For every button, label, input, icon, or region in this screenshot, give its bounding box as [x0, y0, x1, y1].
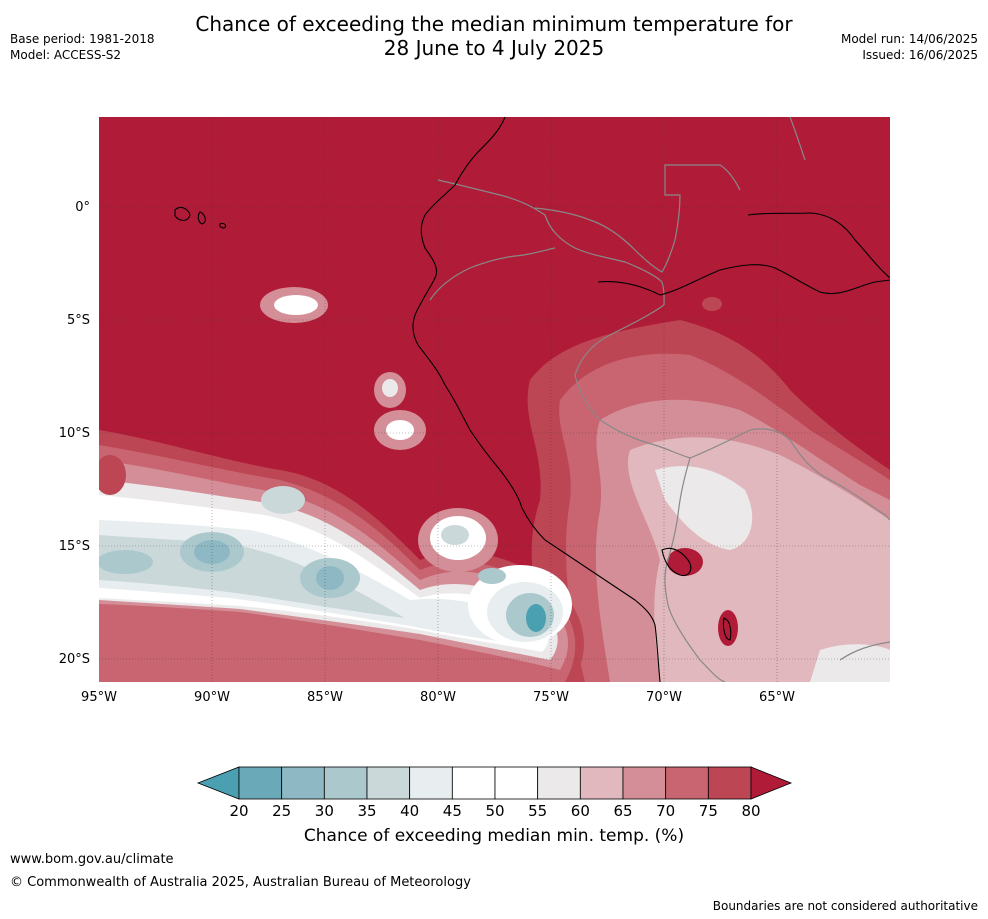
colorbar-cells	[238, 766, 752, 800]
colorbar-title: Chance of exceeding median min. temp. (%…	[303, 826, 685, 846]
blob-79w-35	[441, 525, 469, 545]
meta-right: Model run: 14/06/2025 Issued: 16/06/2025	[841, 31, 978, 63]
lon-label: 90°W	[194, 690, 230, 705]
lon-label: 75°W	[533, 690, 569, 705]
colorbar-cell	[494, 766, 539, 800]
border-bolivia-brazil	[689, 428, 890, 521]
colorbar-cell	[707, 766, 752, 800]
colorbar-cell	[409, 766, 453, 800]
cool-spot-84w-inner	[316, 566, 344, 590]
colorbar-cell	[323, 766, 368, 800]
lat-label: 20°S	[59, 652, 90, 667]
map-title: Chance of exceeding the median minimum t…	[0, 12, 988, 60]
coast-north	[747, 212, 890, 279]
colorbar-tick-label: 25	[272, 802, 291, 820]
blob-82w-8s-in	[382, 379, 398, 397]
colorbar-tick-label: 60	[571, 802, 590, 820]
colorbar-cell	[281, 766, 325, 800]
colorbar-cell	[238, 766, 283, 800]
colorbar-tick-label: 30	[315, 802, 334, 820]
blob-95w-13s	[99, 455, 126, 495]
lake-titicaca	[661, 547, 692, 577]
lon-label: 70°W	[646, 690, 682, 705]
country-borders	[429, 117, 890, 682]
colorbar-tick-label: 45	[443, 802, 462, 820]
colorbar-tick-label: 70	[656, 802, 675, 820]
colorbar-tick-label: 80	[741, 802, 760, 820]
model-run: Model run: 14/06/2025	[840, 32, 978, 46]
lon-label: 80°W	[420, 690, 456, 705]
lat-label: 10°S	[59, 426, 90, 441]
lon-label: 85°W	[307, 690, 343, 705]
galapagos-2	[197, 211, 206, 225]
coast-amazon	[597, 264, 890, 296]
model-name: Model: ACCESS-S2	[10, 48, 122, 62]
colorbar: 20 25 30 35 40 45 50 55 60 65 70 75 80	[196, 766, 793, 820]
blob-82w-10s-in	[386, 420, 414, 440]
colorbar-cell	[366, 766, 411, 800]
galapagos-1	[174, 206, 191, 221]
lake-poopo	[722, 617, 732, 641]
border-venezuela-guyana	[789, 117, 806, 161]
colorbar-tick-label: 75	[699, 802, 718, 820]
lat-label: 15°S	[59, 539, 90, 554]
cool-spot-95w	[99, 550, 153, 574]
border-peru-brazil	[574, 304, 691, 459]
map-plot-area	[99, 117, 890, 682]
blob-68w-4s	[702, 297, 722, 311]
colorbar-under-arrow	[196, 766, 240, 800]
lat-label: 5°S	[67, 313, 90, 328]
border-ecuador-peru	[429, 247, 556, 301]
title-line-1: Chance of exceeding the median minimum t…	[195, 12, 793, 36]
blob-71w-18s	[624, 620, 648, 636]
blob-75w-20	[526, 604, 546, 632]
blob-77w	[478, 568, 506, 584]
lon-label: 65°W	[759, 690, 795, 705]
lon-label: 95°W	[81, 690, 117, 705]
colorbar-tick-label: 20	[229, 802, 248, 820]
colorbar-tick-label: 65	[613, 802, 632, 820]
border-colombia-ecuador	[437, 179, 665, 306]
lon-axis: 95°W 90°W 85°W 80°W 75°W 70°W 65°W	[81, 690, 795, 705]
footer-note: Boundaries are not considered authoritat…	[712, 899, 978, 913]
colorbar-over-arrow	[750, 766, 793, 800]
galapagos-3	[219, 222, 227, 229]
lat-label: 0°	[75, 200, 90, 215]
blob-86w-4s-50	[274, 295, 318, 315]
border-peru-bolivia	[664, 457, 726, 682]
title-line-2: 28 June to 4 July 2025	[383, 36, 605, 60]
border-bolivia-paraguay	[839, 641, 890, 661]
coast-pacific	[412, 117, 661, 682]
colorbar-cell	[622, 766, 667, 800]
colorbar-tick-label: 50	[485, 802, 504, 820]
colorbar-tick-label: 40	[400, 802, 419, 820]
cool-spot-87w	[261, 486, 305, 514]
colorbar-cell	[451, 766, 496, 800]
colorbar-cell	[665, 766, 709, 800]
footer-copyright: © Commonwealth of Australia 2025, Austra…	[10, 875, 471, 890]
colorbar-cell	[579, 766, 624, 800]
coastline	[174, 117, 890, 682]
hot-spot-2	[718, 610, 738, 646]
meta-left: Base period: 1981-2018 Model: ACCESS-S2	[10, 31, 155, 63]
colorbar-ticks: 20 25 30 35 40 45 50 55 60 65 70 75 80	[229, 802, 760, 820]
region-55b	[810, 644, 890, 682]
lake-titicaca-hot	[667, 548, 703, 576]
border-colombia-venezuela	[534, 164, 741, 273]
issued-date: Issued: 16/06/2025	[862, 48, 978, 62]
lat-axis: 0° 5°S 10°S 15°S 20°S	[59, 200, 90, 667]
footer-url[interactable]: www.bom.gov.au/climate	[10, 852, 174, 867]
colorbar-cell	[537, 766, 581, 800]
colorbar-tick-label: 35	[357, 802, 376, 820]
region-55	[655, 466, 753, 550]
colorbar-tick-label: 55	[528, 802, 547, 820]
graticule	[99, 117, 890, 682]
base-period: Base period: 1981-2018	[10, 32, 155, 46]
